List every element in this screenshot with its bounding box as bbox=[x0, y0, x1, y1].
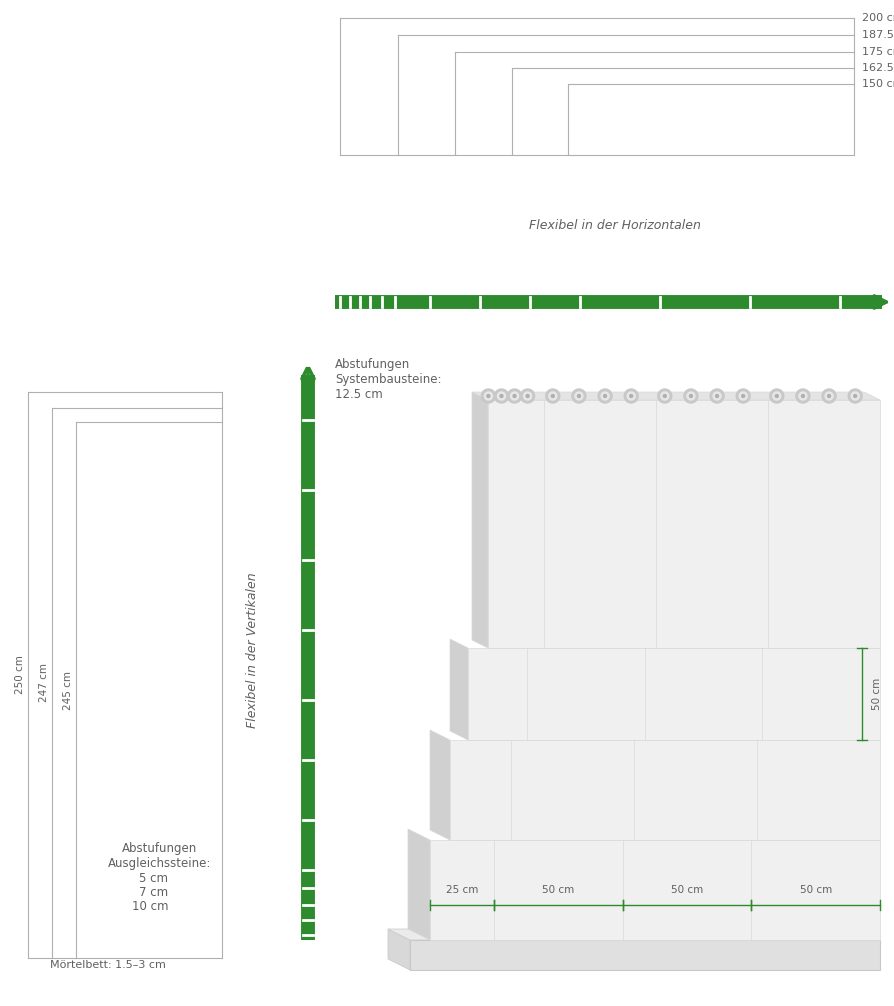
Polygon shape bbox=[450, 639, 468, 740]
Polygon shape bbox=[472, 392, 880, 400]
Text: 50 cm: 50 cm bbox=[671, 885, 704, 895]
Text: Flexibel in der Horizontalen: Flexibel in der Horizontalen bbox=[529, 218, 701, 231]
Text: 12.5 cm: 12.5 cm bbox=[335, 388, 383, 401]
Bar bbox=[430, 840, 880, 940]
Text: Abstufungen: Abstufungen bbox=[122, 842, 198, 855]
Circle shape bbox=[601, 392, 609, 400]
Circle shape bbox=[624, 389, 638, 403]
Circle shape bbox=[689, 394, 693, 397]
Circle shape bbox=[713, 392, 721, 400]
Text: Abstufungen: Abstufungen bbox=[335, 358, 410, 371]
Text: 10 cm: 10 cm bbox=[131, 900, 168, 913]
Circle shape bbox=[739, 392, 747, 400]
Circle shape bbox=[485, 392, 493, 400]
Text: Systembausteine:: Systembausteine: bbox=[335, 373, 442, 386]
Text: 250 cm: 250 cm bbox=[15, 656, 25, 694]
Circle shape bbox=[663, 394, 666, 397]
Text: 50 cm: 50 cm bbox=[543, 885, 575, 895]
Circle shape bbox=[487, 394, 490, 397]
Circle shape bbox=[684, 389, 698, 403]
Circle shape bbox=[822, 389, 836, 403]
Circle shape bbox=[578, 394, 580, 397]
Circle shape bbox=[799, 392, 807, 400]
Circle shape bbox=[494, 389, 509, 403]
Circle shape bbox=[524, 392, 532, 400]
Text: 5 cm: 5 cm bbox=[139, 872, 168, 885]
Circle shape bbox=[603, 394, 606, 397]
Bar bbox=[488, 400, 880, 648]
Text: 187.5 cm: 187.5 cm bbox=[862, 30, 894, 40]
Polygon shape bbox=[388, 929, 410, 970]
Circle shape bbox=[549, 392, 557, 400]
Circle shape bbox=[497, 392, 505, 400]
Circle shape bbox=[828, 394, 831, 397]
Text: Ausgleichssteine:: Ausgleichssteine: bbox=[108, 857, 212, 870]
Polygon shape bbox=[408, 829, 430, 940]
Text: 245 cm: 245 cm bbox=[63, 671, 73, 709]
Circle shape bbox=[742, 394, 745, 397]
Circle shape bbox=[629, 394, 633, 397]
Circle shape bbox=[658, 389, 671, 403]
Circle shape bbox=[775, 394, 779, 397]
Circle shape bbox=[546, 389, 560, 403]
Circle shape bbox=[851, 392, 859, 400]
Circle shape bbox=[572, 389, 586, 403]
Circle shape bbox=[513, 394, 516, 397]
Circle shape bbox=[736, 389, 750, 403]
Text: 200 cm: 200 cm bbox=[862, 13, 894, 23]
Text: 50 cm: 50 cm bbox=[799, 885, 831, 895]
Circle shape bbox=[687, 392, 695, 400]
Circle shape bbox=[510, 392, 519, 400]
Text: 162.5 cm: 162.5 cm bbox=[862, 63, 894, 73]
Circle shape bbox=[500, 394, 503, 397]
Circle shape bbox=[848, 389, 862, 403]
Circle shape bbox=[628, 392, 636, 400]
Polygon shape bbox=[388, 929, 880, 940]
Text: 150 cm: 150 cm bbox=[862, 79, 894, 89]
Text: Flexibel in der Vertikalen: Flexibel in der Vertikalen bbox=[246, 572, 258, 727]
Circle shape bbox=[520, 389, 535, 403]
Bar bbox=[468, 648, 880, 740]
Circle shape bbox=[801, 394, 805, 397]
Circle shape bbox=[715, 394, 719, 397]
Circle shape bbox=[770, 389, 784, 403]
Circle shape bbox=[854, 394, 856, 397]
Bar bbox=[410, 940, 880, 970]
Circle shape bbox=[772, 392, 780, 400]
Circle shape bbox=[598, 389, 612, 403]
Text: 50 cm: 50 cm bbox=[872, 678, 882, 710]
Bar bbox=[450, 740, 880, 840]
Text: 25 cm: 25 cm bbox=[446, 885, 478, 895]
Circle shape bbox=[481, 389, 495, 403]
Polygon shape bbox=[430, 730, 450, 840]
Circle shape bbox=[508, 389, 521, 403]
Circle shape bbox=[796, 389, 810, 403]
Circle shape bbox=[661, 392, 669, 400]
Circle shape bbox=[825, 392, 833, 400]
Polygon shape bbox=[472, 392, 488, 648]
Text: 7 cm: 7 cm bbox=[139, 886, 168, 899]
Circle shape bbox=[552, 394, 554, 397]
Circle shape bbox=[526, 394, 529, 397]
Text: Mörtelbett: 1.5–3 cm: Mörtelbett: 1.5–3 cm bbox=[50, 960, 166, 970]
Text: 175 cm: 175 cm bbox=[862, 47, 894, 57]
Circle shape bbox=[575, 392, 583, 400]
Text: 247 cm: 247 cm bbox=[39, 664, 49, 702]
Circle shape bbox=[710, 389, 724, 403]
